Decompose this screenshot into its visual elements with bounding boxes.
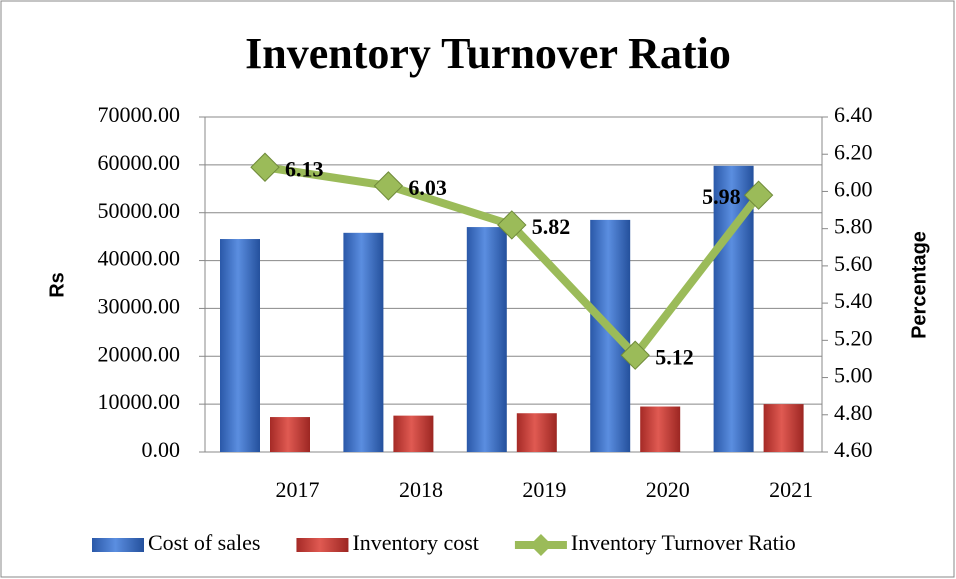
bar xyxy=(640,406,681,452)
x-tick-label: 2020 xyxy=(646,477,690,502)
legend-label: Inventory Turnover Ratio xyxy=(571,530,796,555)
chart-title: Inventory Turnover Ratio xyxy=(245,29,731,78)
legend-label: Cost of sales xyxy=(148,530,260,555)
y-tick-label: 70000.00 xyxy=(98,102,181,127)
y2-tick-label: 6.20 xyxy=(834,139,873,164)
data-label: 6.13 xyxy=(285,156,324,181)
y-tick-label: 0.00 xyxy=(142,437,181,462)
data-label: 5.12 xyxy=(655,344,694,369)
bar xyxy=(220,239,260,452)
legend-swatch xyxy=(92,538,144,552)
data-label: 5.98 xyxy=(702,184,741,209)
bar xyxy=(763,404,804,452)
bar xyxy=(466,227,507,452)
y2-axis-label: Percentage xyxy=(908,231,930,339)
line-marker xyxy=(497,210,527,240)
y2-tick-label: 4.80 xyxy=(834,400,873,425)
bar xyxy=(516,413,557,452)
legend-marker xyxy=(529,534,552,556)
line-marker xyxy=(620,340,650,370)
y-tick-label: 50000.00 xyxy=(98,198,181,223)
y2-tick-label: 5.60 xyxy=(834,251,873,276)
y2-tick-label: 4.60 xyxy=(834,437,873,462)
x-tick-label: 2021 xyxy=(769,477,813,502)
y-tick-label: 60000.00 xyxy=(98,150,181,175)
bar xyxy=(590,219,631,452)
x-tick-label: 2019 xyxy=(522,477,566,502)
x-tick-label: 2017 xyxy=(276,477,320,502)
line-marker xyxy=(373,171,404,201)
y2-tick-label: 6.40 xyxy=(834,102,873,127)
y-tick-label: 30000.00 xyxy=(98,293,181,318)
data-label: 6.03 xyxy=(408,175,447,200)
bar xyxy=(393,415,434,452)
data-label: 5.82 xyxy=(532,214,571,239)
y2-tick-label: 5.00 xyxy=(834,363,873,388)
y-axis-label: Rs xyxy=(46,272,68,298)
y2-tick-label: 5.80 xyxy=(834,214,873,239)
y2-tick-label: 5.40 xyxy=(834,288,873,313)
y2-tick-label: 5.20 xyxy=(834,325,873,350)
y-tick-label: 10000.00 xyxy=(98,389,181,414)
line-marker xyxy=(250,152,280,182)
y-tick-label: 40000.00 xyxy=(98,246,181,271)
x-tick-label: 2018 xyxy=(399,477,443,502)
legend-label: Inventory cost xyxy=(352,530,478,555)
legend-swatch xyxy=(296,538,349,552)
y2-tick-label: 6.00 xyxy=(834,176,873,201)
line-marker xyxy=(743,180,774,210)
bar xyxy=(343,232,384,452)
y-tick-label: 20000.00 xyxy=(98,341,181,366)
bar xyxy=(270,417,310,452)
